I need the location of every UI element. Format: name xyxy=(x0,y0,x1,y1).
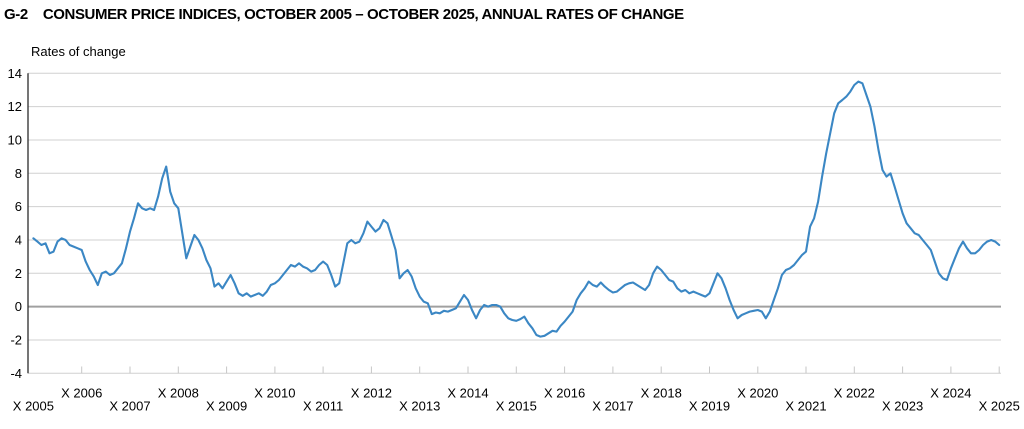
x-tick-label: X 2021 xyxy=(785,399,826,414)
chart-title: CONSUMER PRICE INDICES, OCTOBER 2005 – O… xyxy=(42,6,684,23)
x-tick-label: X 2022 xyxy=(834,386,875,401)
x-tick-label: X 2006 xyxy=(61,386,102,401)
x-tick-label: X 2016 xyxy=(544,386,585,401)
x-tick-label: X 2018 xyxy=(641,386,682,401)
x-tick-label: X 2005 xyxy=(13,399,54,414)
y-tick-label: 4 xyxy=(15,233,22,248)
x-tick-label: X 2014 xyxy=(447,386,488,401)
x-tick-label: X 2009 xyxy=(206,399,247,414)
cpi-line xyxy=(32,80,1001,338)
chart-header: G-2 CONSUMER PRICE INDICES, OCTOBER 2005 … xyxy=(4,6,684,23)
y-axis-title: Rates of change xyxy=(31,44,126,59)
x-tick-label: X 2017 xyxy=(592,399,633,414)
y-tick-label: -4 xyxy=(10,366,22,381)
x-tick-label: X 2011 xyxy=(303,399,343,414)
x-tick-label: X 2007 xyxy=(109,399,150,414)
x-tick-label: X 2012 xyxy=(351,386,392,401)
x-tick-label: X 2013 xyxy=(399,399,440,414)
x-tick-label: X 2023 xyxy=(882,399,923,414)
y-tick-label: 2 xyxy=(15,266,22,281)
x-tick-label: X 2015 xyxy=(496,399,537,414)
x-tick-label: X 2025 xyxy=(979,399,1020,414)
y-tick-label: 10 xyxy=(8,133,22,148)
y-tick-label: 8 xyxy=(15,166,22,181)
x-tick-label: X 2008 xyxy=(158,386,199,401)
x-tick-label: X 2019 xyxy=(689,399,730,414)
x-tick-label: X 2020 xyxy=(737,386,778,401)
figure-number: G-2 xyxy=(4,6,28,23)
y-tick-label: 0 xyxy=(15,299,22,314)
y-tick-label: -2 xyxy=(10,333,22,348)
x-tick-label: X 2010 xyxy=(254,386,295,401)
y-tick-label: 6 xyxy=(15,199,22,214)
y-tick-label: 14 xyxy=(8,66,22,81)
x-tick-label: X 2024 xyxy=(930,386,971,401)
y-tick-label: 12 xyxy=(8,99,22,114)
